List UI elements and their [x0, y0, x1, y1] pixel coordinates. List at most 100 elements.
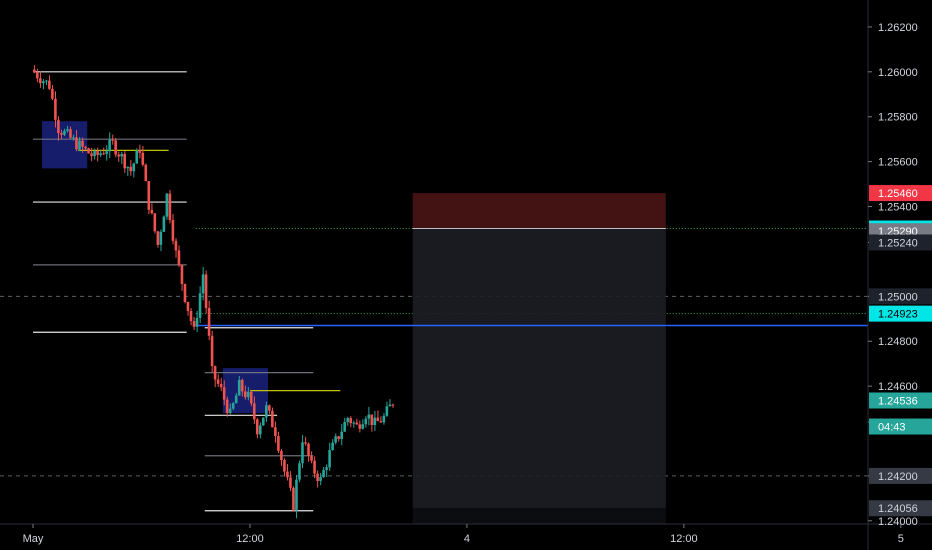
candle-body: [286, 471, 289, 478]
candle-body: [48, 80, 51, 89]
candle-body: [198, 293, 202, 318]
price-tick-label: 1.25800: [878, 112, 918, 124]
candle-body: [373, 417, 377, 426]
candle-body: [328, 450, 331, 468]
candle-body: [51, 88, 54, 99]
candle-body: [138, 150, 142, 153]
stop-zone[interactable]: [412, 193, 666, 229]
candle-body: [135, 150, 139, 164]
candle-body: [237, 379, 241, 396]
candle-body: [391, 404, 395, 406]
candle-body: [81, 140, 84, 147]
candle-body: [376, 417, 380, 422]
candle-body: [355, 422, 359, 425]
candle-body: [367, 414, 371, 419]
candle-body: [195, 317, 199, 327]
candle-body: [63, 130, 66, 135]
price-tag[interactable]: [869, 305, 932, 322]
candle-body: [183, 284, 187, 302]
candle-body: [252, 403, 256, 420]
candle-body: [105, 151, 108, 154]
candle-body: [219, 383, 223, 388]
candle-body: [216, 379, 220, 384]
candle-body: [213, 366, 217, 380]
time-tick-label: 12:00: [670, 533, 698, 545]
price-tag-label: 1.25460: [878, 188, 918, 200]
candle-body: [337, 436, 340, 439]
candle-body: [343, 421, 346, 432]
candle-body: [117, 154, 120, 157]
candle-body: [370, 414, 374, 426]
candle-body: [358, 424, 362, 429]
candle-body: [295, 479, 298, 511]
candle-body: [385, 406, 389, 416]
candle-body: [45, 80, 48, 82]
price-tag-label: 1.24056: [878, 503, 918, 515]
candle-body: [304, 442, 307, 444]
price-tag[interactable]: [869, 392, 932, 409]
candle-body: [240, 379, 244, 392]
candle-body: [54, 98, 57, 120]
price-tag-label: 1.25240: [878, 237, 918, 249]
candle-body: [349, 418, 352, 424]
candle-body: [189, 310, 193, 322]
candle-body: [123, 153, 126, 169]
price-tag-label: 04:43: [878, 422, 906, 434]
price-tag[interactable]: [869, 234, 932, 251]
price-tag[interactable]: [869, 500, 932, 517]
price-tag[interactable]: [869, 418, 932, 435]
candle-body: [246, 391, 250, 398]
candle-body: [204, 274, 208, 308]
candle-body: [165, 193, 169, 217]
candle-body: [132, 163, 136, 172]
candle-body: [192, 321, 196, 327]
candle-body: [231, 403, 235, 409]
price-tick-label: 1.25400: [878, 202, 918, 214]
candle-body: [180, 264, 184, 285]
price-tick-label: 1.26200: [878, 22, 918, 34]
candle-body: [108, 139, 111, 152]
price-tag-label: 1.24536: [878, 395, 918, 407]
candle-body: [225, 399, 229, 414]
price-tick-label: 1.26000: [878, 67, 918, 79]
price-tag[interactable]: [869, 288, 932, 305]
candle-body: [90, 153, 93, 157]
candle-body: [126, 166, 130, 169]
candle-body: [346, 418, 349, 422]
candle-body: [87, 148, 90, 154]
target-zone[interactable]: [412, 228, 666, 509]
candle-body: [162, 216, 166, 232]
candle-body: [325, 467, 328, 470]
candle-body: [210, 335, 214, 367]
candle-body: [207, 307, 211, 336]
price-tag[interactable]: [869, 185, 932, 202]
candle-body: [379, 421, 383, 423]
candle-body: [259, 425, 262, 435]
candle-body: [201, 274, 205, 294]
candle-body: [310, 456, 313, 461]
candle-body: [153, 213, 157, 232]
candle-body: [129, 166, 133, 172]
candle-body: [111, 139, 114, 141]
plot-area[interactable]: [0, 65, 868, 524]
candle-body: [186, 301, 190, 311]
candle-body: [271, 410, 274, 428]
candle-body: [382, 415, 386, 423]
candle-body: [274, 427, 277, 437]
price-tag[interactable]: [869, 467, 932, 484]
candle-body: [36, 72, 39, 79]
candle-body: [307, 443, 310, 457]
candle-body: [361, 424, 365, 429]
candle-body: [39, 78, 42, 84]
candle-body: [319, 477, 322, 481]
candle-body: [262, 417, 265, 426]
candle-body: [57, 119, 60, 134]
candle-body: [78, 140, 81, 150]
candle-body: [168, 193, 172, 221]
position-tail: [412, 508, 666, 524]
price-tag-label: 1.24200: [878, 471, 918, 483]
candle-body: [277, 436, 280, 451]
candle-body: [147, 181, 151, 210]
